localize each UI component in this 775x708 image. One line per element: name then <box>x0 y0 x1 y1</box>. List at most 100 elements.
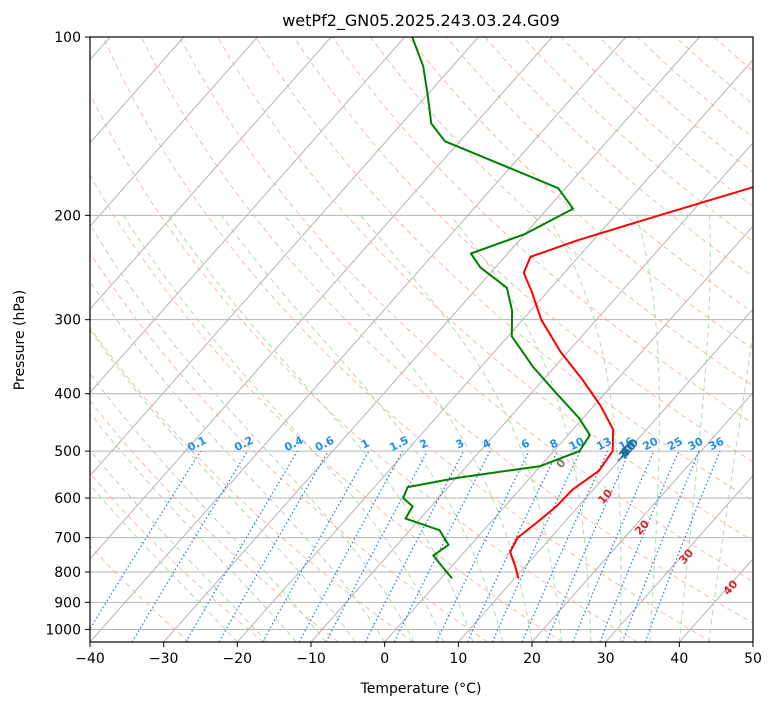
isotherm-line <box>90 37 627 642</box>
moist-adiabat-line <box>90 449 268 642</box>
x-tick-label: −10 <box>296 651 326 667</box>
mixing-ratio-lines <box>90 450 721 642</box>
mixing-ratio-label: 25 <box>665 435 685 454</box>
y-tick-label: 100 <box>54 30 81 46</box>
mixing-ratio-line <box>262 450 370 642</box>
y-tick-label: 700 <box>54 531 81 547</box>
mixing-ratio-line <box>90 450 202 630</box>
isotherm-line <box>90 37 258 227</box>
dry-adiabat-line <box>484 37 753 278</box>
moist-adiabat-line <box>90 329 356 642</box>
isotherm-line <box>90 37 332 311</box>
mixing-ratio-line <box>644 450 721 642</box>
x-tick-label: 30 <box>597 651 615 667</box>
dry-adiabat-line <box>446 37 753 314</box>
x-tick-label: −20 <box>223 651 253 667</box>
moist-adiabat-line <box>90 483 238 642</box>
dry-adiabat-line <box>90 545 190 642</box>
moist-adiabat-line <box>636 215 660 642</box>
temperature-profile-line <box>509 186 753 579</box>
y-tick-label: 800 <box>54 565 81 581</box>
moist-adiabat-line <box>220 215 503 642</box>
mixing-ratio-line <box>218 450 329 642</box>
mixing-ratio-label: 20 <box>641 435 661 454</box>
isotherm-line <box>752 641 753 642</box>
y-axis-label: Pressure (hPa) <box>12 290 28 390</box>
moist-adiabat-line <box>90 412 297 642</box>
isotherm-line <box>90 37 185 144</box>
x-tick-label: 10 <box>449 651 467 667</box>
dry-adiabat-line <box>331 37 753 425</box>
mixing-ratio-label: 8 <box>548 436 561 451</box>
y-tick-label: 400 <box>54 387 81 403</box>
x-tick-label: −40 <box>75 651 105 667</box>
moist-adiabat-line <box>90 223 415 642</box>
isotherm-line <box>678 558 753 642</box>
moist-adiabat-line <box>360 214 562 642</box>
mixing-ratio-line <box>393 450 491 642</box>
moist-adiabat-line <box>167 215 474 642</box>
dry-adiabat-line <box>90 174 563 642</box>
background-line-labels: 0.1 0.2 0.4 0.6 1 1.5 2 3 4 6 8 10 13 16 20 25 30 36-100-… <box>185 434 740 598</box>
moist-adiabat-label: 20 <box>632 517 652 537</box>
x-tick-label: 40 <box>670 651 688 667</box>
dry-adiabat-line <box>102 37 712 642</box>
mixing-ratio-line <box>521 450 609 642</box>
mixing-ratio-label: 6 <box>519 436 532 451</box>
isotherm-line <box>90 37 479 477</box>
dry-adiabat-line <box>217 37 753 542</box>
dry-adiabat-line <box>90 92 638 642</box>
sounding-profiles <box>402 37 753 580</box>
x-axis-ticks: −40 −30 −20 −10 0 10 20 30 40 50 <box>75 642 762 667</box>
isotherm-line <box>163 37 700 642</box>
x-tick-label: 50 <box>744 651 762 667</box>
plot-area: 0.1 0.2 0.4 0.6 1 1.5 2 3 4 6 8 10 13 16 20 25 30 36-100-… <box>90 37 753 642</box>
moist-adiabat-line <box>90 279 386 642</box>
mixing-ratio-line <box>131 450 248 642</box>
y-axis-ticks: 100 200 300 400 500 600 700 800 900 1000 <box>45 30 90 638</box>
y-tick-label: 600 <box>54 491 81 507</box>
y-tick-label: 900 <box>54 595 81 611</box>
moist-adiabat-line <box>708 330 753 642</box>
isotherm-line <box>90 37 553 560</box>
dry-adiabat-line <box>178 37 753 583</box>
dewpoint-profile-line <box>402 37 591 580</box>
x-tick-label: 20 <box>523 651 541 667</box>
mixing-ratio-label: 1 <box>359 436 372 451</box>
moist-adiabat-line <box>122 215 445 642</box>
y-tick-label: 500 <box>54 444 81 460</box>
moist-adiabat-line <box>449 214 592 642</box>
mixing-ratio-line <box>545 450 631 642</box>
isotherm-line <box>605 474 753 642</box>
dry-adiabat-line <box>90 251 488 642</box>
y-tick-label: 200 <box>54 208 81 224</box>
x-axis-label: Temperature (°C) <box>360 681 482 697</box>
mixing-ratio-line <box>298 450 404 642</box>
y-tick-label: 300 <box>54 313 81 329</box>
mixing-ratio-label: 2 <box>417 436 430 451</box>
isotherm-grid <box>90 37 753 642</box>
x-tick-label: −30 <box>149 651 179 667</box>
plot-frame <box>89 36 754 643</box>
dry-adiabat-line <box>90 472 264 642</box>
dry-adiabats <box>90 37 753 642</box>
moist-adiabat-line <box>90 372 327 642</box>
mixing-ratio-line <box>572 450 655 642</box>
mixing-ratio-label: 30 <box>686 435 706 454</box>
mixing-ratio-label: 16 <box>616 435 636 454</box>
dry-adiabat-line <box>90 399 339 642</box>
dry-adiabat-line <box>522 37 753 242</box>
mixing-ratio-line <box>491 450 581 642</box>
dry-adiabat-line <box>408 37 753 350</box>
dry-adiabat-line <box>751 37 753 39</box>
moist-adiabats <box>90 214 753 642</box>
moist-adiabat-line <box>678 215 711 642</box>
dry-adiabat-line <box>90 326 414 642</box>
moist-adiabat-label: 30 <box>676 546 696 566</box>
mixing-ratio-label: 13 <box>594 435 614 454</box>
dry-adiabat-line <box>140 37 753 624</box>
dry-adiabat-line <box>560 37 753 207</box>
isotherm-line <box>384 225 753 642</box>
isotherm-line <box>90 37 406 394</box>
